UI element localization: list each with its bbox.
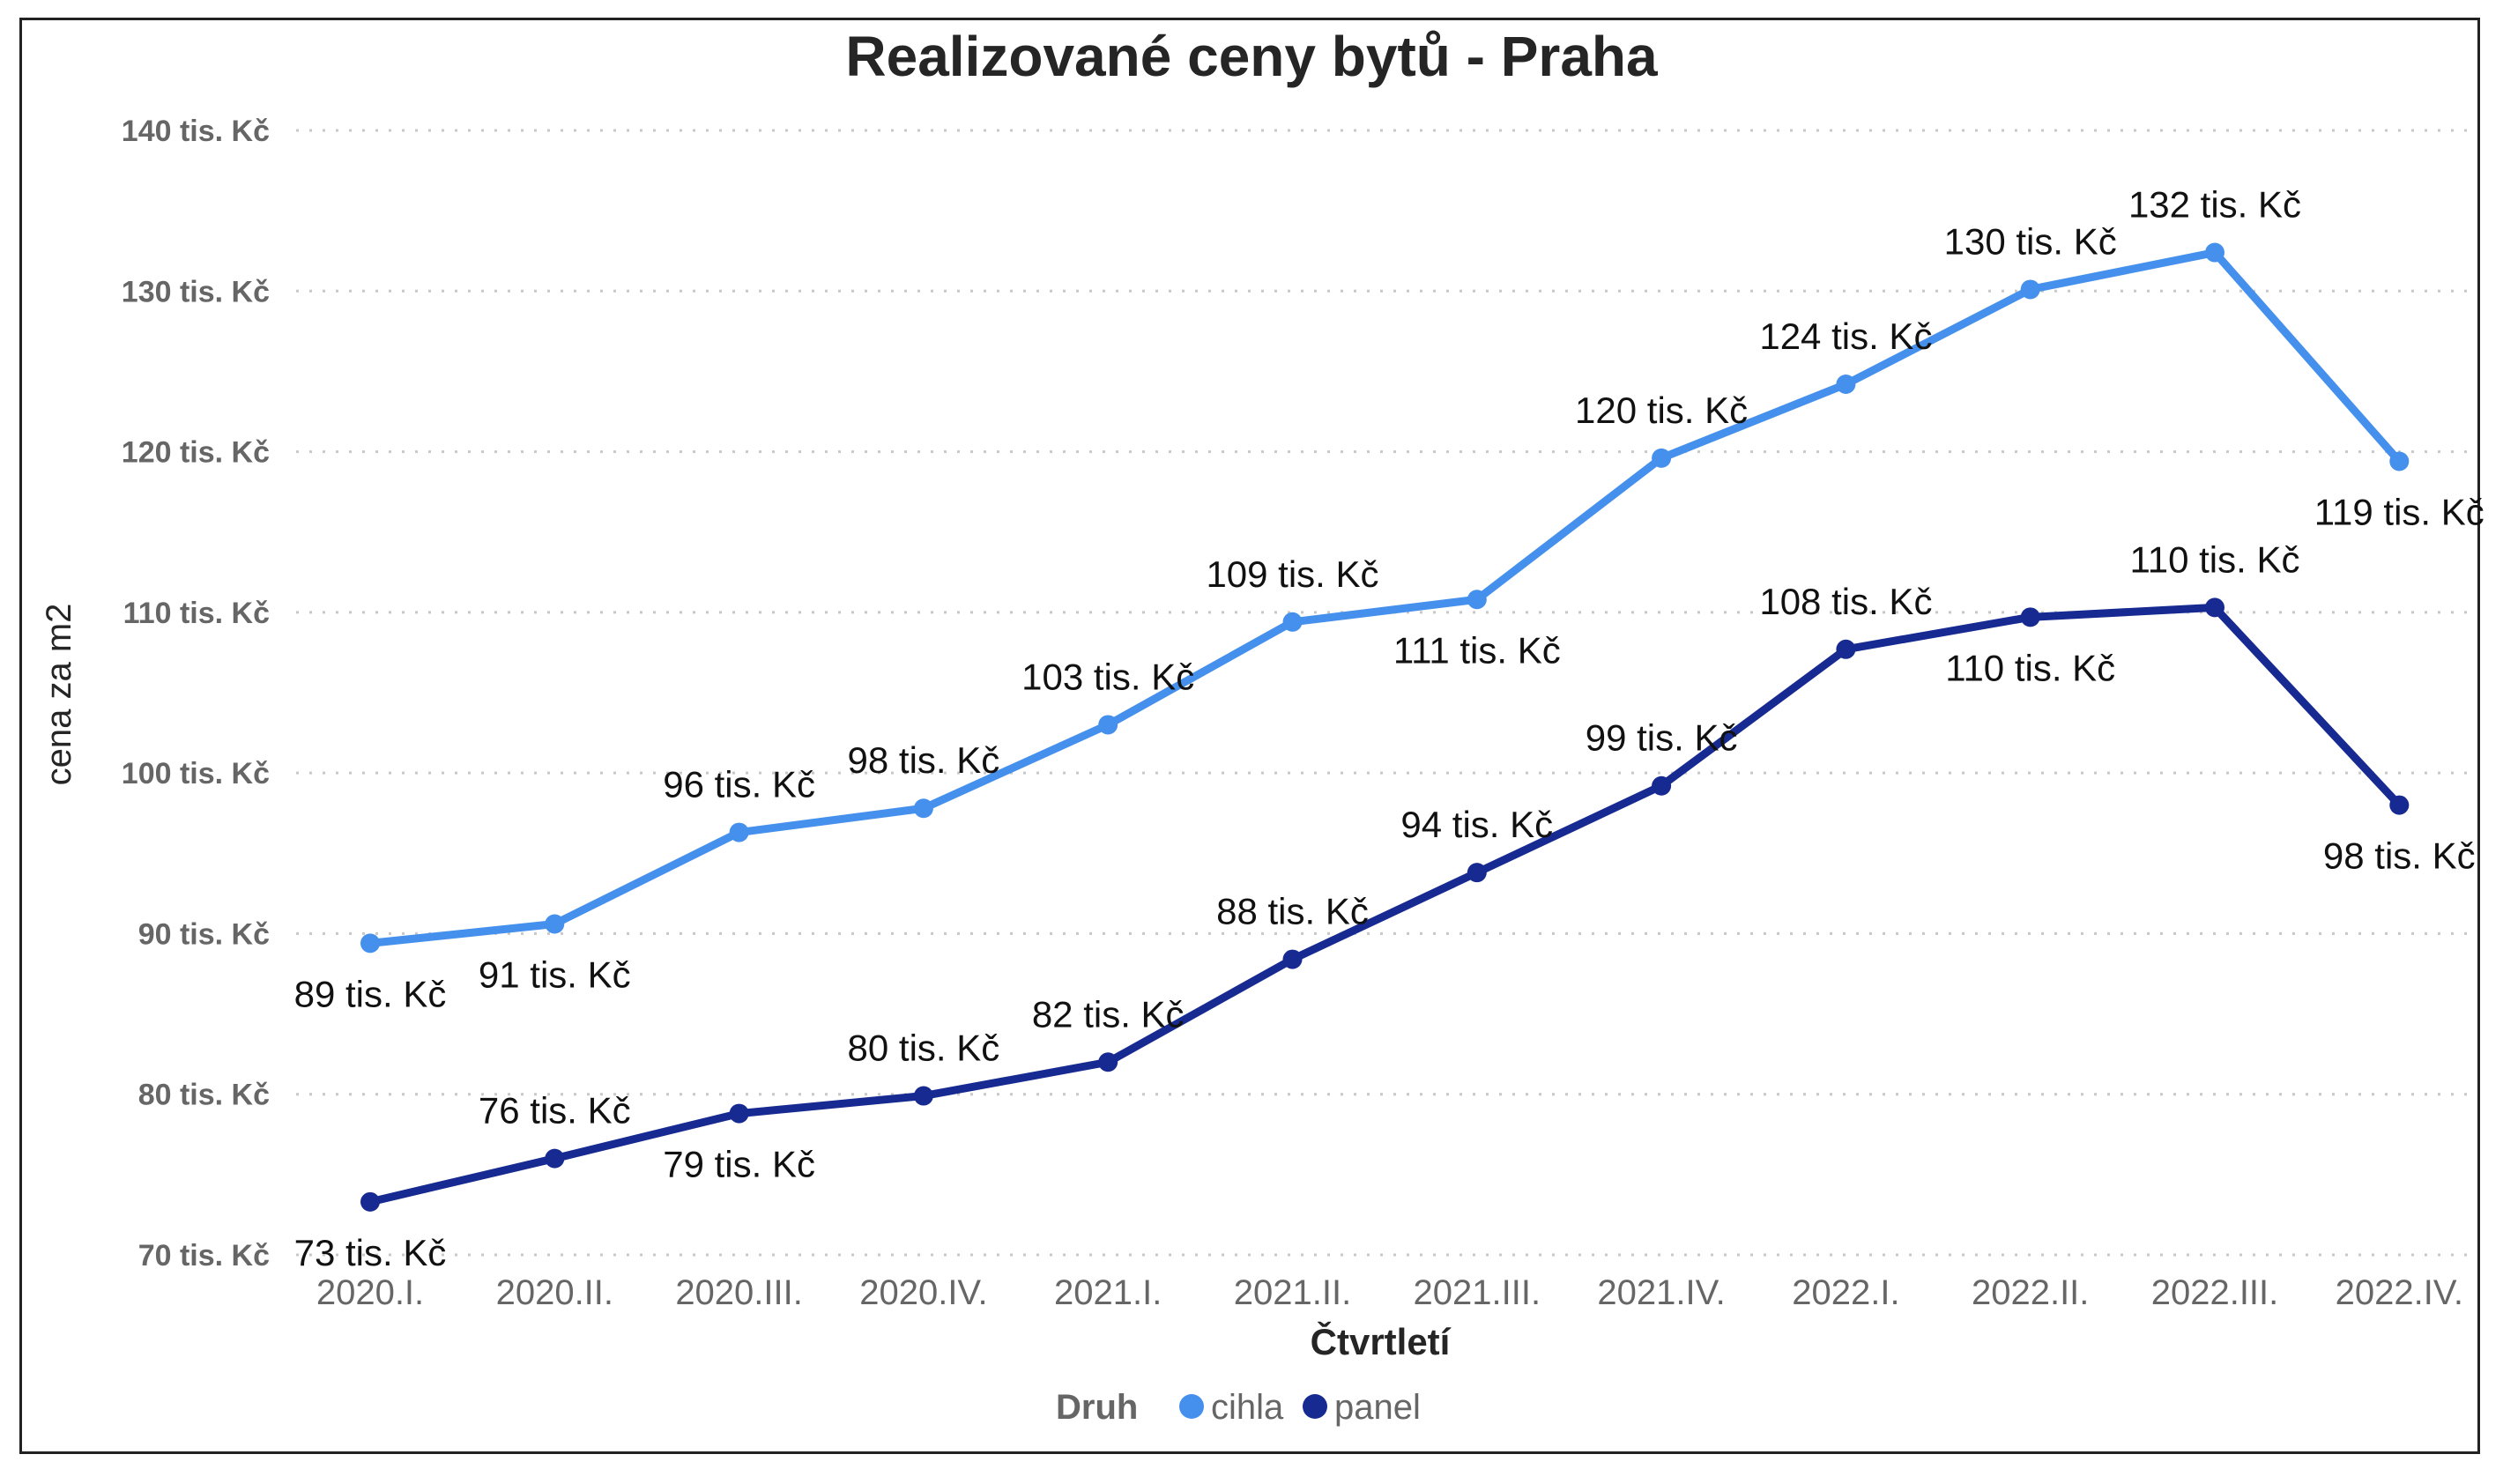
data-point-cihla [545,914,565,934]
x-tick-label: 2021.II. [1234,1273,1351,1312]
data-label-panel: 80 tis. Kč [848,1028,1000,1069]
data-point-cihla [2205,242,2224,263]
legend: Druh cihla panel [1056,1388,1421,1427]
data-point-cihla [913,798,933,819]
y-tick-label: 100 tis. Kč [122,757,270,790]
y-axis-title: cena za m2 [40,604,78,786]
data-point-panel [545,1148,565,1169]
data-point-cihla [729,822,749,842]
data-point-panel [1098,1052,1118,1072]
chart-frame [19,18,2480,1454]
legend-marker-cihla [1179,1394,1204,1419]
data-label-cihla: 119 tis. Kč [2314,492,2484,533]
data-point-cihla [1467,590,1487,610]
data-label-panel: 99 tis. Kč [1586,717,1738,759]
data-label-cihla: 103 tis. Kč [1021,656,1194,697]
legend-title: Druh [1056,1388,1138,1427]
x-tick-label: 2022.II. [1972,1273,2089,1312]
data-label-cihla: 130 tis. Kč [1944,220,2117,262]
data-point-cihla [1282,612,1303,632]
x-axis-title: Čtvrtletí [1311,1320,1452,1362]
data-label-panel: 88 tis. Kč [1216,891,1369,932]
x-axis-ticks: 2020.I. 2020.II. 2020.III. 2020.IV. 2021.I. 2… [316,1273,2463,1312]
y-tick-label: 70 tis. Kč [138,1239,270,1273]
data-point-panel [913,1086,933,1106]
data-point-panel [360,1191,380,1212]
data-label-panel: 94 tis. Kč [1400,804,1553,845]
x-tick-label: 2021.IV. [1597,1273,1725,1312]
data-point-panel [1652,775,1672,796]
y-tick-label: 120 tis. Kč [122,436,270,470]
data-point-cihla [360,933,380,953]
data-label-cihla: 91 tis. Kč [479,953,631,995]
data-label-cihla: 109 tis. Kč [1206,553,1378,595]
data-point-panel [1282,949,1303,969]
gridlines [296,129,2477,1257]
data-label-panel: 76 tis. Kč [479,1090,631,1132]
data-point-panel [1836,639,1856,659]
data-point-cihla [1098,715,1118,735]
y-tick-label: 130 tis. Kč [122,275,270,308]
data-point-panel [729,1103,749,1124]
data-label-cihla: 132 tis. Kč [2128,184,2301,226]
y-tick-label: 140 tis. Kč [122,115,270,148]
x-tick-label: 2022.III. [2151,1273,2279,1312]
data-point-cihla [1652,448,1672,468]
chart-title: Realizované ceny bytů - Praha [845,25,1658,88]
y-axis-ticks: 70 tis. Kč 80 tis. Kč 90 tis. Kč 100 tis. K… [122,115,270,1273]
data-label-panel: 73 tis. Kč [294,1232,447,1273]
legend-items: cihla panel [1179,1388,1421,1427]
y-tick-label: 80 tis. Kč [138,1079,270,1112]
x-tick-label: 2020.II. [496,1273,613,1312]
data-label-panel: 79 tis. Kč [663,1144,815,1185]
data-label-panel: 98 tis. Kč [2323,835,2476,877]
legend-label-panel: panel [1334,1388,1421,1427]
data-labels: 89 tis. Kč 91 tis. Kč 96 tis. Kč 98 tis. Kč… [294,184,2484,1273]
series-line-cihla [366,249,2403,947]
data-point-panel [1467,863,1487,883]
legend-marker-panel [1303,1394,1327,1419]
x-tick-label: 2022.IV. [2336,1273,2463,1312]
series-lines [360,242,2410,1212]
data-label-panel: 110 tis. Kč [2130,538,2300,580]
series-line-panel [366,603,2403,1206]
data-label-cihla: 124 tis. Kč [1759,315,1932,357]
data-label-panel: 82 tis. Kč [1032,993,1185,1035]
data-label-panel: 110 tis. Kč [1945,647,2115,688]
data-label-cihla: 89 tis. Kč [294,973,447,1014]
y-tick-label: 110 tis. Kč [123,597,270,630]
data-label-cihla: 120 tis. Kč [1575,390,1748,431]
data-point-cihla [2020,279,2040,300]
data-label-cihla: 98 tis. Kč [848,739,1000,781]
data-point-cihla [2389,451,2410,471]
legend-label-cihla: cihla [1211,1388,1284,1427]
data-point-panel [2205,597,2224,618]
x-tick-label: 2020.I. [316,1273,424,1312]
data-label-panel: 108 tis. Kč [1759,581,1932,622]
data-point-panel [2020,607,2040,627]
x-tick-label: 2022.I. [1792,1273,1899,1312]
data-point-panel [2389,795,2410,815]
x-tick-label: 2020.III. [675,1273,803,1312]
x-tick-label: 2021.III. [1414,1273,1541,1312]
data-label-cihla: 96 tis. Kč [663,764,815,805]
x-tick-label: 2020.IV. [859,1273,987,1312]
y-tick-label: 90 tis. Kč [138,917,270,951]
data-point-cihla [1836,375,1856,395]
x-tick-label: 2021.I. [1054,1273,1162,1312]
data-label-cihla: 111 tis. Kč [1393,629,1561,671]
